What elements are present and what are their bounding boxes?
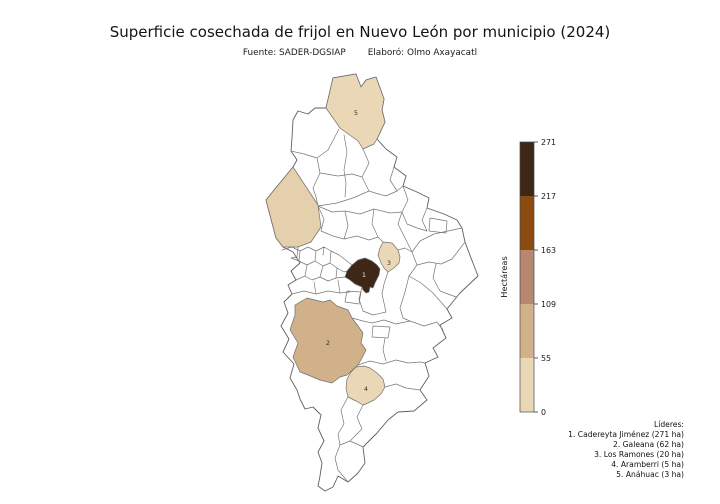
colorbar-segment-1: [520, 304, 534, 358]
region-galeana: [289, 297, 367, 384]
colorbar-outline: [519, 141, 535, 413]
colorbar-tick-label-163: 163: [541, 246, 556, 255]
colorbar-tick-label-109: 109: [541, 300, 556, 309]
colorbar-tick-label-217: 217: [541, 192, 556, 201]
colorbar: 271 217 163 109 55 0 Hectáreas: [499, 138, 556, 417]
region-label-5: 5: [354, 110, 358, 117]
chart-subtitle: Fuente: SADER-DGSIAP Elaboró: Olmo Axayac…: [0, 48, 720, 58]
region-aramberri: [345, 365, 386, 406]
colorbar-tick-label-55: 55: [541, 354, 551, 363]
page-title: Superficie cosechada de frijol en Nuevo …: [109, 23, 611, 41]
region-anahuac: [325, 73, 386, 150]
municipality-borders-east: [397, 185, 466, 310]
region-label-4: 4: [364, 386, 368, 393]
municipality-borders-south: [334, 383, 421, 483]
region-label-2: 2: [326, 340, 330, 347]
source-label: Fuente: SADER-DGSIAP: [242, 48, 346, 58]
colorbar-axis-label: Hectáreas: [499, 256, 509, 297]
colorbar-segment-4: [520, 142, 534, 196]
region-label-3: 3: [387, 260, 391, 267]
leaders-list: Líderes: 1. Cadereyta Jiménez (271 ha) 2…: [568, 420, 684, 479]
colorbar-segment-3: [520, 196, 534, 250]
municipality-borders-metro: [281, 246, 353, 282]
municipality-borders-north: [290, 128, 404, 207]
colorbar-segment-2: [520, 250, 534, 304]
region-los-ramones: [377, 241, 401, 273]
municipality-borders-southcentral: [291, 271, 444, 366]
colorbar-tick-label-0: 0: [541, 408, 546, 417]
credit-label: Elaboró: Olmo Axayacatl: [367, 48, 478, 58]
municipality-borders-central: [315, 196, 413, 253]
leaders-item: 5. Anáhuac (3 ha): [616, 469, 684, 479]
region-minor-northwest: [265, 166, 322, 248]
colorbar-tick-label-271: 271: [541, 138, 556, 147]
leaders-item: 3. Los Ramones (20 ha): [594, 449, 684, 459]
leaders-item: 1. Cadereyta Jiménez (271 ha): [568, 429, 684, 439]
leaders-heading: Líderes:: [654, 420, 684, 429]
leaders-item: 2. Galeana (62 ha): [613, 439, 684, 449]
colorbar-segment-0: [520, 358, 534, 412]
region-label-1: 1: [362, 272, 366, 279]
leaders-item: 4. Aramberri (5 ha): [611, 459, 684, 469]
region-cadereyta: [344, 257, 381, 294]
